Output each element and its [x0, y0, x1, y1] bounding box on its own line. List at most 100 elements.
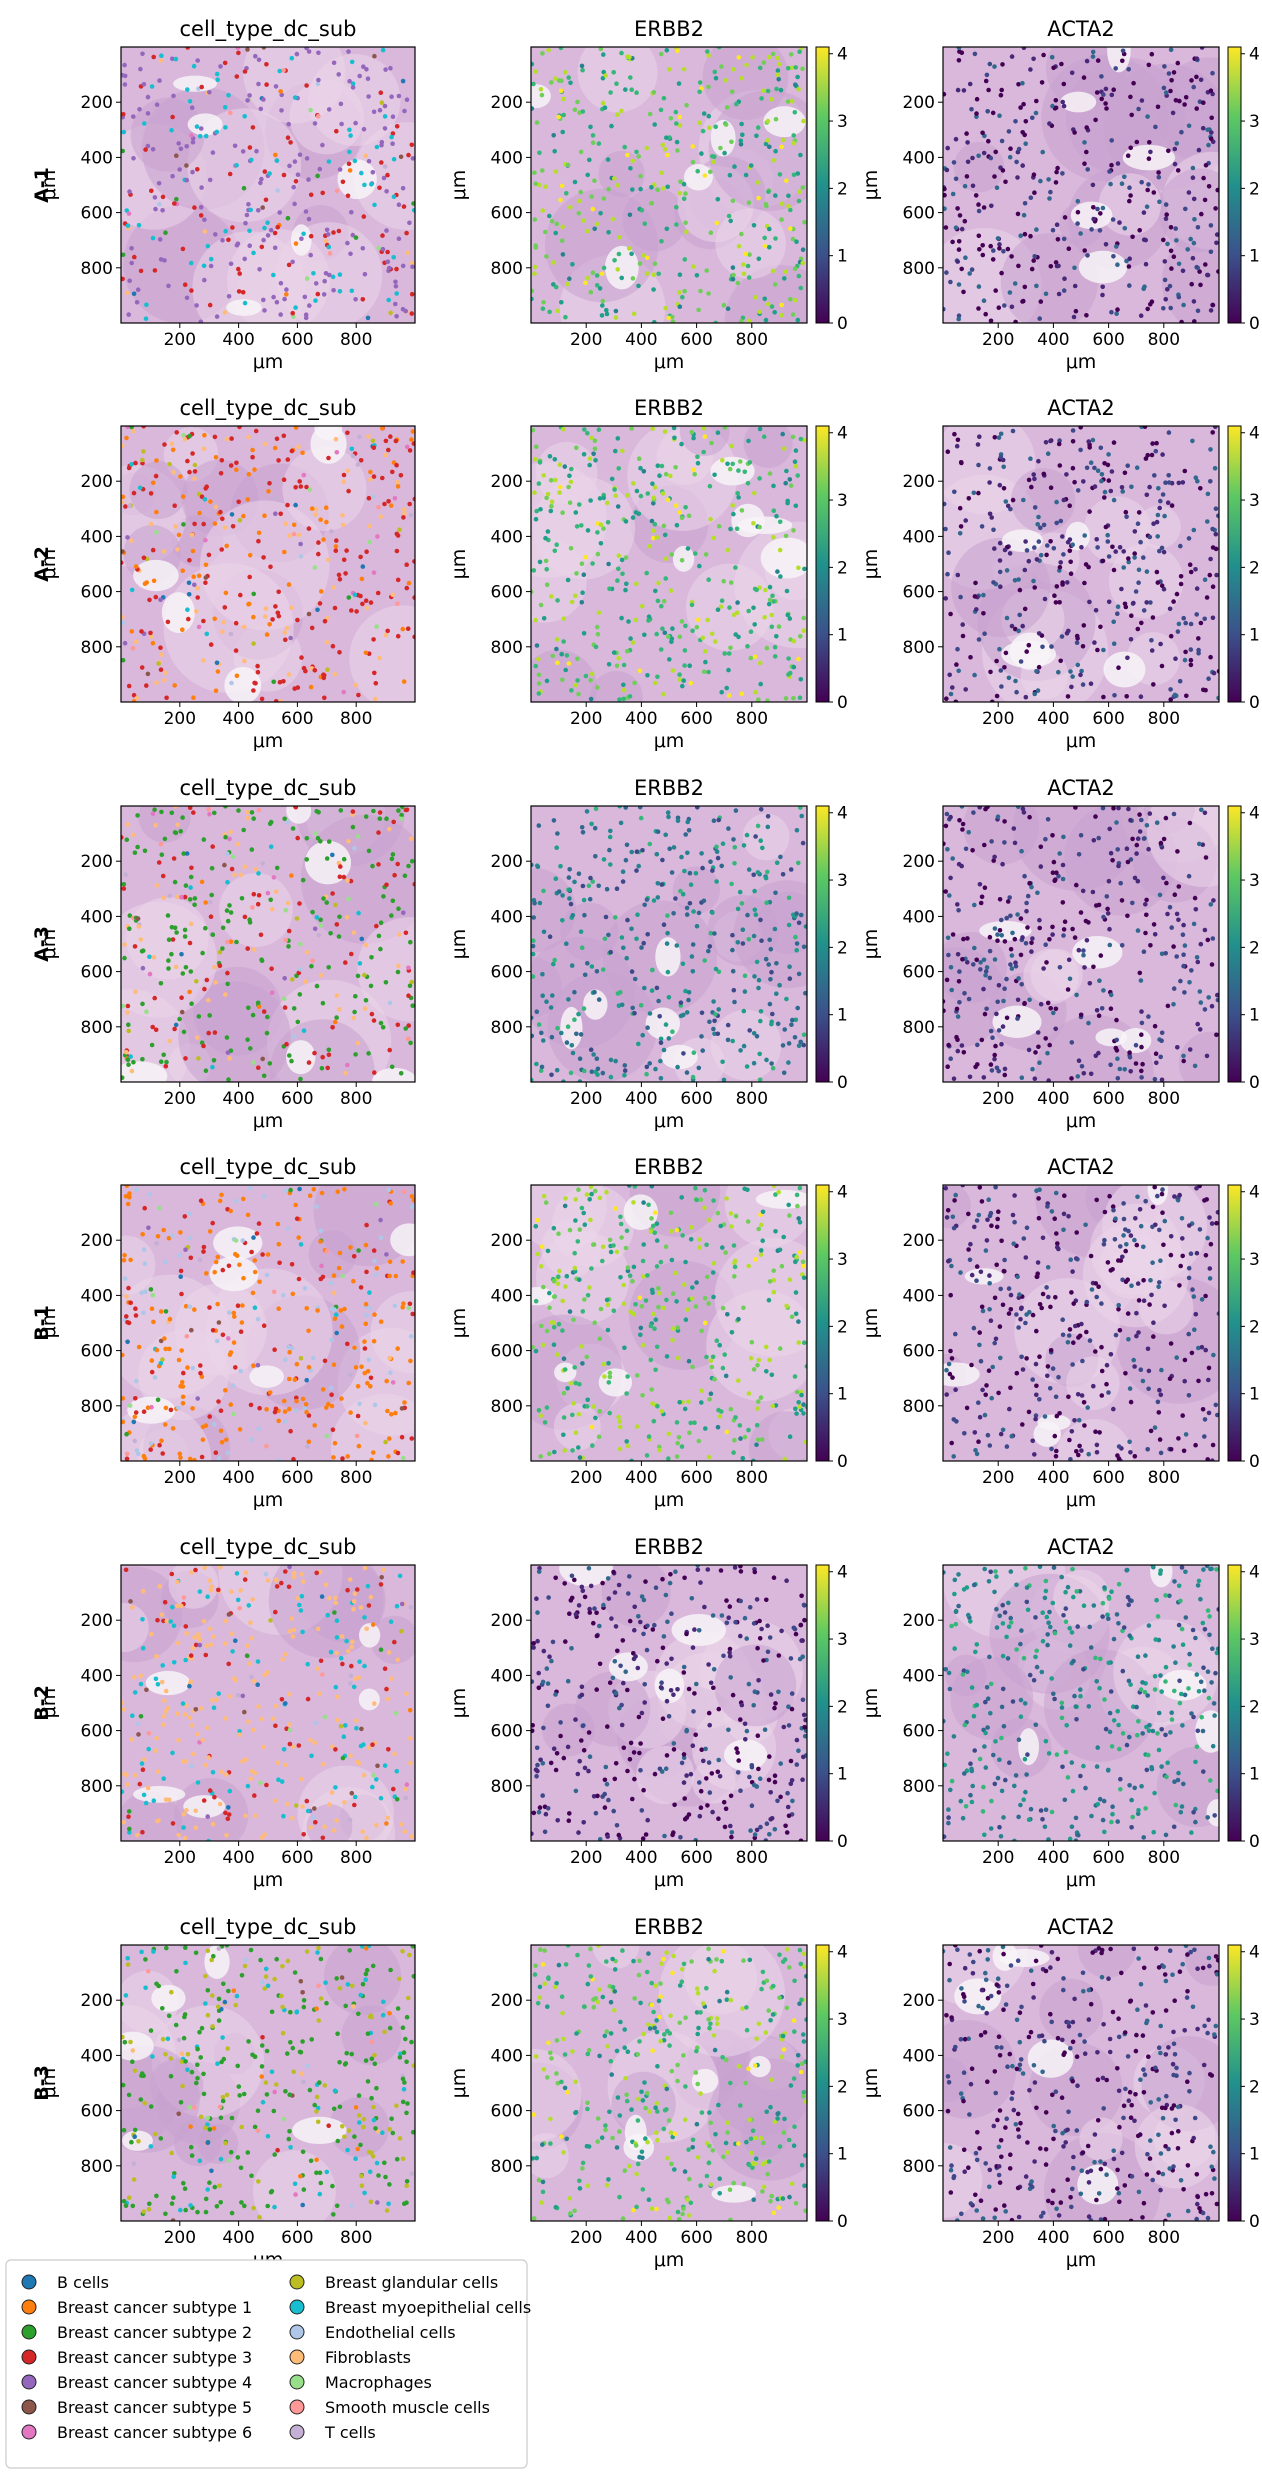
cell-spot — [533, 516, 539, 522]
cell-spot — [753, 912, 759, 917]
cell-spot — [989, 839, 994, 844]
cell-spot — [1216, 269, 1219, 274]
cell-spot — [172, 201, 177, 206]
cell-spot — [163, 1259, 168, 1265]
cell-spot — [268, 844, 274, 849]
cell-spot — [702, 958, 707, 963]
cell-spot — [277, 1260, 282, 1266]
cell-spot — [322, 278, 327, 284]
cell-spot — [169, 127, 174, 133]
cell-spot — [122, 73, 128, 79]
cell-spot — [628, 166, 633, 171]
cell-spot — [256, 81, 261, 87]
cell-spot — [796, 860, 801, 866]
cell-spot — [1199, 211, 1204, 217]
cell-spot — [1001, 249, 1006, 254]
cell-spot — [384, 1252, 389, 1257]
cell-spot — [166, 966, 171, 971]
cell-spot — [606, 932, 611, 938]
cell-spot — [400, 263, 406, 269]
cell-spot — [588, 1185, 594, 1190]
cell-spot — [729, 443, 734, 449]
cell-spot — [614, 663, 620, 669]
cell-spot — [632, 1010, 637, 1016]
colorbar-tick-label: 1 — [1249, 1006, 1260, 1026]
cell-spot — [1051, 546, 1057, 551]
cell-spot — [982, 842, 987, 848]
cell-spot — [590, 561, 595, 566]
cell-spot — [234, 460, 239, 466]
cell-spot — [588, 289, 594, 295]
cell-spot — [331, 60, 337, 66]
cell-spot — [1051, 1010, 1056, 1016]
cell-spot — [1166, 473, 1171, 478]
cell-spot — [339, 121, 344, 127]
cell-spot — [652, 261, 658, 266]
cell-spot — [688, 1420, 693, 1426]
cell-spot — [121, 1352, 125, 1358]
cell-spot — [798, 634, 803, 639]
cell-spot — [1210, 70, 1215, 76]
cell-spot — [755, 823, 761, 829]
cell-spot — [216, 1399, 221, 1404]
cell-spot — [320, 1000, 326, 1006]
cell-spot — [306, 216, 312, 222]
cell-spot — [1134, 842, 1140, 848]
cell-spot — [650, 967, 655, 973]
cell-spot — [959, 1043, 965, 1048]
cell-spot — [582, 912, 587, 918]
cell-spot — [945, 1064, 950, 1069]
cell-spot — [212, 810, 217, 816]
cell-spot — [752, 622, 757, 627]
cell-spot — [1025, 893, 1031, 899]
cell-spot — [681, 1051, 686, 1056]
cell-spot — [733, 808, 739, 813]
cell-spot — [408, 512, 414, 518]
cell-spot — [350, 809, 356, 814]
cell-spot — [1019, 982, 1024, 987]
cell-spot — [547, 934, 553, 939]
cell-spot — [121, 1003, 126, 1009]
cell-spot — [987, 948, 993, 954]
cell-spot — [219, 458, 225, 463]
cell-spot — [534, 1009, 540, 1014]
cell-spot — [565, 281, 570, 287]
cell-spot — [406, 965, 411, 971]
cell-spot — [765, 118, 771, 124]
cell-spot — [779, 302, 784, 308]
cell-spot — [737, 889, 743, 895]
cell-spot — [671, 911, 676, 916]
cell-spot — [365, 1368, 371, 1374]
cell-spot — [744, 62, 749, 68]
cell-spot — [372, 1070, 377, 1075]
cell-spot — [383, 980, 389, 985]
cell-spot — [234, 163, 239, 168]
cell-spot — [1178, 574, 1184, 579]
cell-spot — [537, 182, 542, 188]
cell-spot — [215, 77, 220, 82]
cell-spot — [373, 1272, 379, 1277]
cell-spot — [333, 436, 339, 442]
cell-spot — [278, 511, 283, 517]
cell-spot — [582, 1068, 587, 1074]
cell-spot — [214, 71, 220, 77]
cell-spot — [701, 898, 707, 904]
cell-spot — [297, 152, 303, 157]
cell-spot — [1208, 556, 1213, 562]
cell-spot — [1016, 263, 1021, 269]
cell-spot — [355, 1040, 361, 1046]
cell-spot — [1012, 936, 1018, 942]
cell-spot — [640, 848, 645, 853]
cell-spot — [241, 827, 246, 833]
cell-spot — [997, 928, 1003, 933]
cell-spot — [252, 1258, 258, 1263]
cell-spot — [695, 460, 701, 466]
cell-spot — [364, 1222, 369, 1228]
cell-spot — [1178, 581, 1184, 587]
cell-spot — [1117, 545, 1123, 550]
cell-spot — [1028, 456, 1033, 461]
cell-spot — [744, 1064, 750, 1069]
cell-spot — [758, 681, 763, 687]
